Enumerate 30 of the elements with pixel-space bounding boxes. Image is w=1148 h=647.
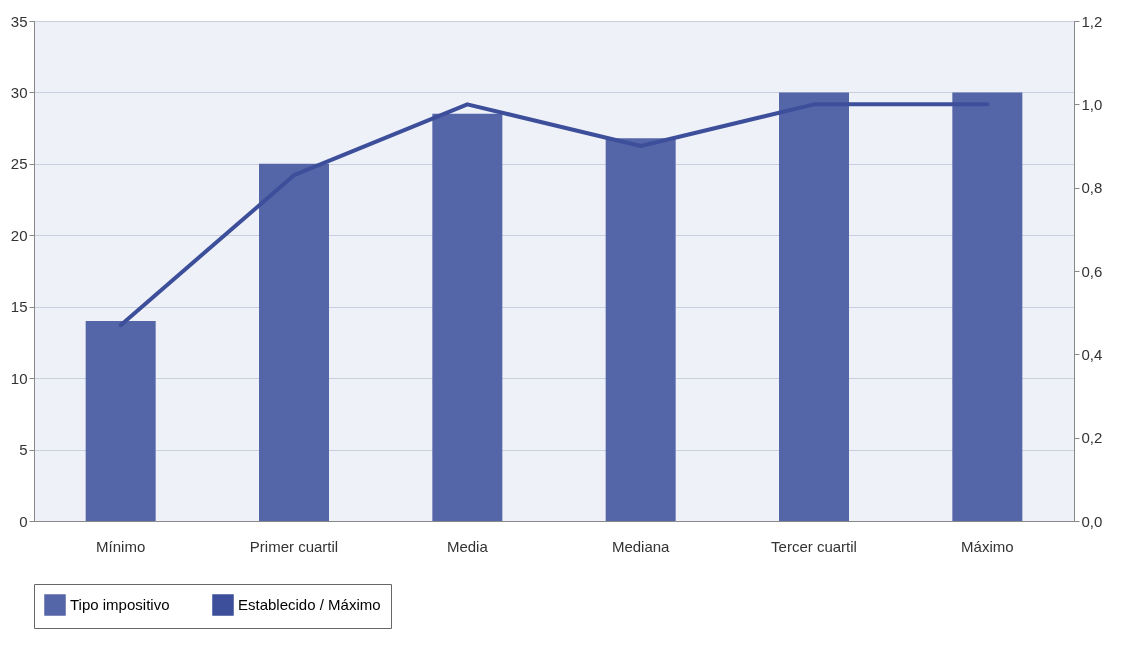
bar [779, 92, 849, 521]
y-tick-label: 10 [10, 369, 28, 387]
y-tick-label: 0 [19, 512, 28, 530]
y2-tick-label: 1,0 [1081, 95, 1103, 113]
y2-tick-label: 0,0 [1081, 512, 1103, 530]
y2-tick-label: 1,2 [1081, 12, 1103, 30]
y2-tick-label: 0,4 [1081, 345, 1103, 363]
legend-label: Establecido / Máximo [238, 596, 381, 613]
legend-label: Tipo impositivo [70, 596, 170, 613]
y-tick-label: 20 [10, 226, 28, 244]
x-tick-label: Media [446, 537, 489, 555]
bar [605, 138, 676, 521]
x-tick-label: Tercer cuartil [771, 537, 857, 555]
line-series [118, 102, 990, 328]
y2-tick-label: 0,8 [1081, 179, 1103, 197]
y-tick-label: 15 [10, 298, 28, 316]
bar [432, 113, 503, 521]
x-tick-label: Mediana [611, 537, 671, 555]
y-tick-label: 5 [19, 441, 28, 459]
y-tick-label: 35 [10, 12, 28, 30]
x-tick-label: Mínimo [96, 537, 146, 555]
x-tick-label: Primer cuartil [249, 537, 339, 555]
y2-tick-label: 0,2 [1081, 429, 1103, 447]
y2-tick-label: 0,6 [1081, 262, 1103, 280]
y-tick-label: 25 [10, 155, 28, 173]
y-tick-label: 30 [10, 83, 28, 101]
bar [952, 92, 1023, 521]
bar [85, 321, 156, 521]
x-tick-label: Máximo [961, 537, 1014, 555]
bar [259, 163, 329, 521]
